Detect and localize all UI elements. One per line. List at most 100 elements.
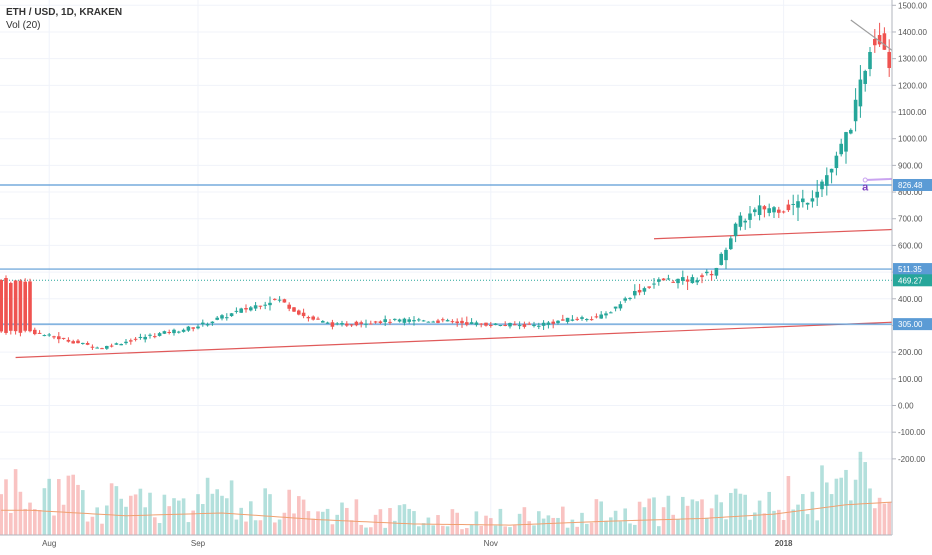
- candle-body: [114, 343, 119, 345]
- candle-body: [345, 323, 349, 326]
- volume-bar: [297, 496, 301, 535]
- volume-bar: [801, 494, 805, 535]
- price-tag-label: 469.27: [898, 276, 923, 285]
- volume-bar: [623, 508, 627, 535]
- volume-bar: [537, 511, 541, 535]
- volume-bar: [767, 491, 771, 535]
- candle-body: [196, 326, 200, 329]
- candle-body: [426, 321, 431, 323]
- channel-line: [653, 227, 932, 240]
- volume-bar: [225, 498, 229, 535]
- volume-bar: [369, 527, 373, 535]
- candle-body: [873, 39, 877, 46]
- volume-bar: [205, 477, 210, 535]
- volume-bar: [90, 516, 95, 535]
- candle-body: [157, 333, 162, 336]
- volume-bar: [757, 500, 762, 535]
- chart-header: ETH / USD, 1D, KRAKEN Vol (20): [6, 6, 122, 32]
- y-tick-label: -100.00: [898, 428, 926, 437]
- volume-bar: [388, 508, 392, 535]
- volume-bar: [829, 494, 834, 535]
- y-tick-label: 600.00: [898, 241, 923, 250]
- volume-bar: [791, 509, 795, 535]
- symbol-title: ETH / USD, 1D, KRAKEN: [6, 7, 123, 18]
- candle-body: [709, 273, 714, 276]
- candle-body: [705, 271, 709, 274]
- candle-body: [52, 336, 56, 338]
- y-tick-label: 1100.00: [898, 108, 927, 117]
- volume-bar: [277, 519, 282, 535]
- volume-bar: [551, 517, 555, 535]
- volume-bar: [417, 526, 421, 535]
- candle-body: [162, 331, 167, 334]
- volume-bar: [311, 518, 315, 535]
- candle-body: [820, 181, 824, 190]
- candle-body: [282, 299, 287, 303]
- volume-bar: [186, 522, 191, 535]
- wave-node: [862, 177, 868, 183]
- volume-bar: [393, 520, 397, 535]
- candle-body: [325, 322, 330, 324]
- volume-bar: [489, 518, 493, 535]
- volume-bar: [469, 524, 474, 535]
- volume-bar: [57, 479, 61, 535]
- candle-body: [441, 319, 445, 321]
- volume-bar: [37, 509, 42, 535]
- volume-bar: [700, 499, 704, 535]
- volume-bar: [215, 489, 219, 535]
- candle-body: [580, 317, 584, 319]
- y-tick-label: 1200.00: [898, 81, 927, 90]
- volume-bar: [561, 506, 565, 535]
- volume-bar: [733, 488, 738, 535]
- volume-bar: [18, 491, 23, 535]
- volume-bar: [426, 517, 431, 535]
- candle-body: [527, 323, 531, 325]
- candle-body: [657, 279, 661, 282]
- channel-line: [15, 320, 932, 359]
- candle-body: [225, 317, 229, 319]
- candle-body: [263, 304, 267, 306]
- candle-body: [369, 323, 373, 325]
- volume-bar: [805, 514, 810, 535]
- candle-body: [181, 329, 186, 332]
- volume-bar: [666, 495, 671, 535]
- volume-bar: [306, 511, 311, 535]
- candle-body: [460, 320, 464, 324]
- volume-bar: [762, 513, 767, 535]
- volume-bar: [834, 478, 839, 535]
- volume-bar: [695, 501, 699, 535]
- volume-bar: [541, 518, 546, 535]
- candle-body: [791, 203, 795, 205]
- candle-body: [28, 281, 32, 332]
- volume-bar: [719, 502, 723, 535]
- volume-bar: [513, 525, 517, 535]
- candle-body: [796, 201, 800, 208]
- candle-body: [210, 321, 215, 324]
- candle-body: [373, 321, 378, 323]
- candle-body: [489, 324, 493, 326]
- candle-body: [551, 321, 555, 324]
- price-tag: [893, 178, 932, 191]
- candle-body: [349, 324, 354, 326]
- volume-bar: [570, 519, 575, 535]
- candle-body: [18, 280, 23, 333]
- candle-body: [412, 320, 416, 322]
- candle-body: [714, 267, 719, 276]
- candle-body: [455, 321, 459, 324]
- candle-body: [273, 298, 277, 300]
- price-tag-label: 305.00: [898, 320, 923, 329]
- y-tick-label: 100.00: [898, 375, 923, 384]
- candle-body: [801, 198, 805, 203]
- candle-body: [609, 312, 613, 314]
- x-tick-label: Aug: [42, 539, 56, 548]
- volume-bar: [201, 504, 205, 535]
- y-tick-label: 1500.00: [898, 1, 927, 10]
- candle-body: [498, 325, 503, 327]
- candle-body: [4, 278, 8, 333]
- candle-body: [570, 319, 575, 321]
- candle-body: [834, 155, 839, 169]
- candle-body: [95, 347, 99, 349]
- y-tick-label: -200.00: [898, 455, 926, 464]
- volume-bar: [52, 515, 56, 535]
